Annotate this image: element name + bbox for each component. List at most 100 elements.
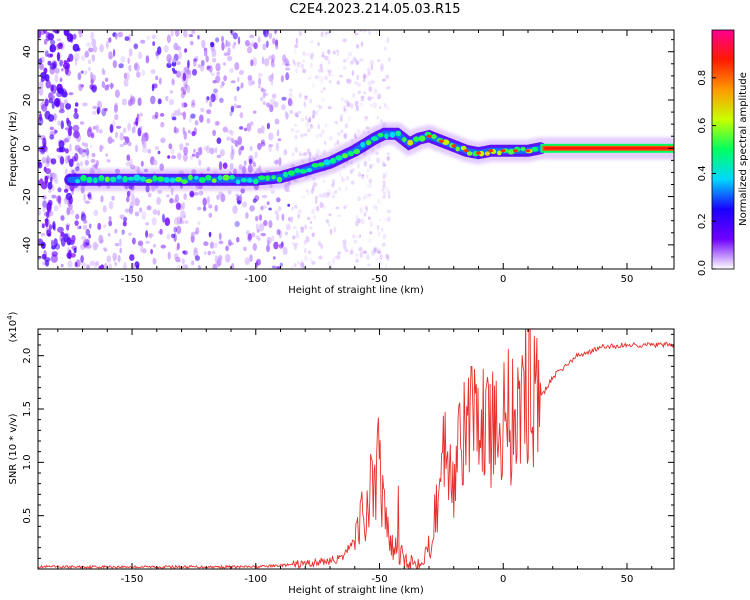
noise-blob	[361, 174, 365, 177]
noise-blob	[140, 160, 144, 167]
noise-blob	[279, 262, 283, 267]
noise-blob	[108, 220, 113, 227]
noise-blob	[297, 261, 300, 264]
noise-blob	[344, 248, 349, 253]
ridge-peak	[188, 174, 193, 181]
noise-blob	[176, 61, 181, 66]
noise-blob	[387, 192, 391, 199]
noise-blob	[268, 207, 272, 211]
snr-panel: -150 -100 -50 0 50 0.5 1.0 1.5 2.0 Height of str…	[6, 311, 675, 596]
ridge-peak	[371, 136, 379, 142]
noise-blob	[309, 54, 314, 60]
noise-blob	[271, 235, 275, 242]
noise-blob	[226, 55, 233, 62]
noise-blob	[355, 259, 359, 263]
noise-blob	[138, 51, 143, 60]
noise-blob	[353, 133, 357, 139]
noise-blob	[240, 82, 244, 88]
noise-blob	[266, 236, 272, 245]
noise-blob	[356, 74, 359, 78]
noise-blob	[57, 42, 63, 49]
ridge-peak	[347, 151, 354, 157]
noise-blob	[369, 164, 373, 169]
noise-blob	[296, 114, 300, 118]
noise-blob	[63, 188, 69, 193]
noise-blob	[152, 83, 158, 89]
noise-blob	[304, 248, 307, 254]
noise-blob	[185, 142, 190, 146]
ridge-peak	[389, 131, 396, 138]
noise-blob	[277, 206, 282, 212]
noise-blob	[69, 143, 72, 152]
noise-blob	[134, 211, 140, 217]
noise-blob	[237, 36, 241, 45]
noise-blob	[327, 261, 331, 267]
noise-blob	[220, 193, 226, 203]
noise-blob	[309, 52, 314, 58]
noise-blob	[365, 126, 370, 130]
noise-blob	[249, 145, 253, 152]
noise-blob	[311, 185, 315, 191]
noise-blob	[307, 76, 312, 80]
noise-blob	[200, 59, 205, 67]
noise-blob	[169, 198, 174, 204]
ridge-peak	[283, 171, 288, 178]
snr-y-tick-label: 1.0	[22, 454, 33, 470]
noise-blob	[371, 249, 375, 255]
noise-blob	[85, 147, 90, 156]
noise-blob	[354, 57, 357, 61]
noise-blob	[218, 240, 224, 245]
noise-blob	[141, 136, 147, 142]
noise-blob	[332, 257, 335, 264]
noise-blob	[60, 231, 65, 237]
noise-blob	[57, 155, 61, 159]
noise-blob	[289, 88, 293, 93]
noise-blob	[82, 224, 88, 231]
noise-blob	[210, 41, 215, 48]
noise-blob	[221, 81, 225, 87]
noise-blob	[309, 98, 313, 104]
noise-blob	[229, 163, 234, 170]
noise-blob	[342, 178, 345, 182]
noise-blob	[146, 35, 151, 40]
noise-blob	[308, 116, 312, 123]
noise-blob	[171, 61, 177, 67]
noise-blob	[178, 51, 182, 60]
noise-blob	[65, 168, 68, 176]
noise-blob	[365, 205, 368, 210]
noise-blob	[320, 90, 324, 93]
noise-blob	[218, 161, 223, 171]
noise-blob	[145, 222, 150, 226]
noise-blob	[248, 158, 253, 165]
noise-blob	[316, 74, 321, 78]
noise-blob	[79, 121, 85, 125]
noise-blob	[300, 227, 305, 233]
noise-blob	[108, 200, 114, 210]
noise-blob	[130, 94, 133, 99]
noise-blob	[249, 34, 255, 39]
noise-blob	[330, 74, 334, 78]
noise-blob	[363, 91, 367, 95]
noise-blob	[314, 198, 318, 205]
ridge-peak	[466, 151, 473, 156]
noise-blob	[71, 234, 76, 243]
noise-blob	[322, 51, 325, 58]
noise-blob	[124, 208, 130, 213]
noise-blob	[385, 85, 390, 91]
noise-blob	[380, 118, 383, 124]
noise-blob	[338, 79, 341, 86]
noise-blob	[183, 193, 188, 201]
noise-blob	[303, 152, 307, 156]
noise-blob	[171, 233, 176, 239]
noise-blob	[239, 112, 244, 119]
noise-blob	[386, 190, 391, 194]
noise-blob	[46, 210, 50, 219]
noise-blob	[87, 59, 92, 64]
colorbar-label: Normalized spectral amplitude	[738, 72, 749, 226]
noise-blob	[215, 75, 221, 84]
noise-blob	[373, 204, 377, 210]
noise-blob	[317, 41, 320, 47]
noise-blob	[154, 145, 159, 151]
noise-blob	[189, 155, 194, 160]
noise-blob	[99, 144, 103, 153]
